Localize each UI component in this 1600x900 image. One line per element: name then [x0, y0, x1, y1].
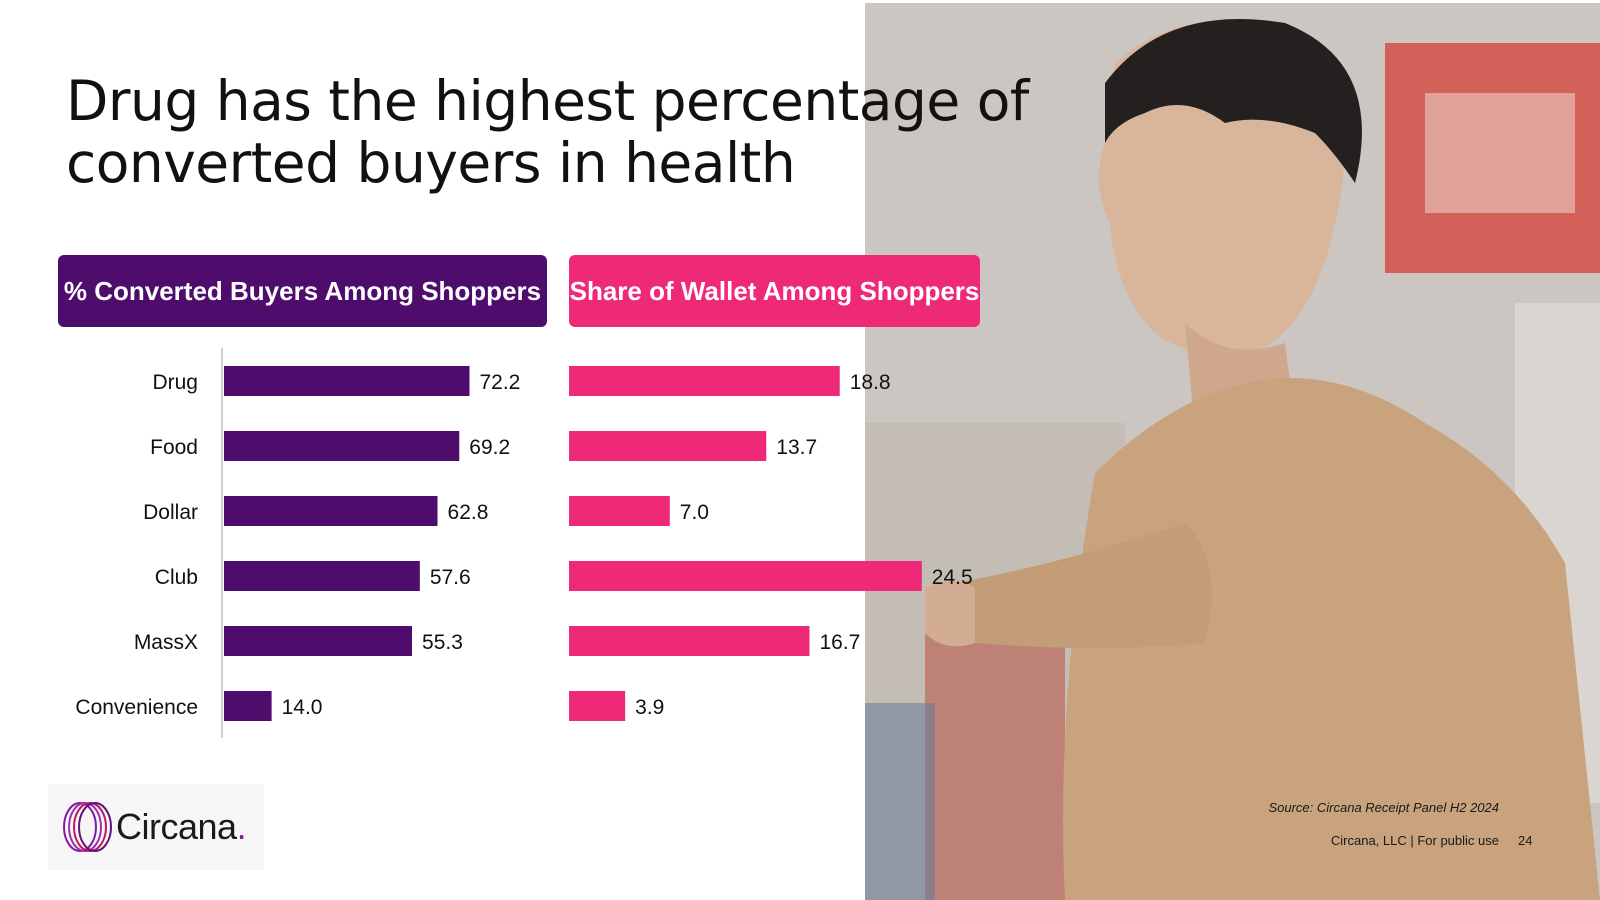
shopper-photo	[865, 3, 1600, 900]
category-label-massx: MassX	[134, 631, 198, 654]
right-bar-dollar	[569, 496, 670, 526]
right-bar-food	[569, 431, 767, 461]
left-bar-massx	[224, 626, 413, 656]
left-value-label-club: 57.6	[430, 566, 471, 589]
left-value-label-dollar: 62.8	[448, 501, 489, 524]
right-bar-drug	[569, 366, 840, 396]
right-value-label-club: 24.5	[932, 566, 973, 589]
right-value-label-convenience: 3.9	[635, 696, 664, 719]
category-label-club: Club	[155, 566, 198, 589]
right-value-label-massx: 16.7	[819, 631, 860, 654]
left-value-label-massx: 55.3	[422, 631, 463, 654]
logo-dot: .	[236, 806, 247, 847]
converted-buyers-header: % Converted Buyers Among Shoppers	[58, 255, 547, 327]
page-number: 24	[1518, 833, 1533, 848]
right-value-label-drug: 18.8	[850, 371, 891, 394]
source-note: Source: Circana Receipt Panel H2 2024	[1268, 800, 1499, 815]
footer-text: Circana, LLC | For public use	[1330, 833, 1499, 848]
converted-buyers-chart: 72.2 Drug 69.2 Food 62.8 Dollar 57.6 Club 55.3 Ma…	[75, 366, 520, 721]
circana-rings-icon	[63, 802, 112, 852]
left-value-label-convenience: 14.0	[282, 696, 323, 719]
circana-logo: Circana.	[48, 784, 264, 870]
left-value-label-food: 69.2	[469, 436, 510, 459]
page-title: Drug has the highest percentage of conve…	[66, 69, 1029, 195]
left-bar-dollar	[224, 496, 438, 526]
left-bar-convenience	[224, 691, 272, 721]
right-value-label-food: 13.7	[776, 436, 817, 459]
right-bar-club	[569, 561, 922, 591]
category-label-drug: Drug	[152, 371, 198, 394]
share-of-wallet-header: Share of Wallet Among Shoppers	[569, 255, 980, 327]
right-bar-massx	[569, 626, 810, 656]
right-value-label-dollar: 7.0	[680, 501, 709, 524]
left-bar-club	[224, 561, 420, 591]
right-bar-convenience	[569, 691, 626, 721]
share-of-wallet-chart: 18.8 13.7 7.0 24.5 16.7 3.9	[569, 366, 973, 721]
category-label-convenience: Convenience	[75, 696, 198, 719]
category-label-food: Food	[150, 436, 198, 459]
logo-wordmark: Circana	[116, 806, 237, 847]
category-label-dollar: Dollar	[143, 501, 198, 524]
left-bar-drug	[224, 366, 470, 396]
left-bar-food	[224, 431, 460, 461]
left-value-label-drug: 72.2	[479, 371, 520, 394]
